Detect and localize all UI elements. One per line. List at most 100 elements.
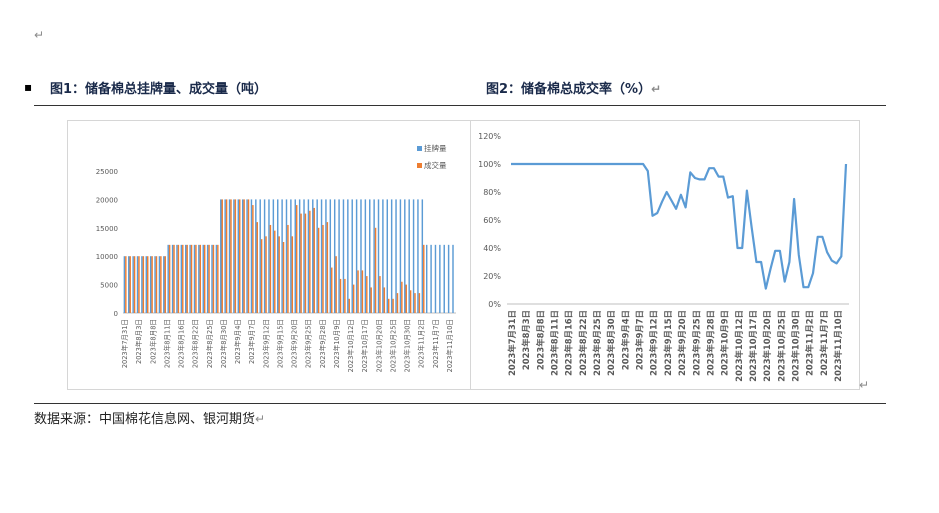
x-tick-label: 2023年11月10日 [445,319,454,372]
bar-listed [294,199,296,313]
bar-traded [147,256,149,313]
bar-traded [243,199,245,313]
x-tick-label: 2023年8月3日 [134,319,143,364]
bar-listed [333,199,336,313]
bar-listed [272,199,275,313]
bar-traded [287,224,289,313]
bar-traded [282,242,285,313]
bar-traded [186,244,188,313]
bar-listed [158,256,161,313]
legend-label-listed: 挂牌量 [424,143,447,153]
bar-listed [447,244,450,313]
bar-listed [149,256,152,313]
bar-listed [180,244,183,313]
bar-listed [382,199,384,313]
x-tick-label: 2023年10月20日 [762,310,772,382]
bar-listed [171,244,174,313]
bar-listed [386,199,388,313]
bar-traded [309,210,311,313]
bar-traded [225,199,228,313]
return-mark-chart: ↵ [859,378,870,392]
bar-listed [132,256,134,313]
x-tick-label: 2023年8月16日 [564,310,574,376]
bar-traded [234,199,237,313]
x-tick-label: 2023年9月25日 [304,319,313,368]
bar-traded [199,244,202,313]
bar-listed [189,244,191,313]
bar-listed [215,244,218,313]
bar-traded [278,236,280,313]
bar-traded [374,227,377,313]
bar-traded [256,222,258,313]
legend-swatch-listed [417,146,422,151]
bar-listed [268,199,270,313]
bar-traded [383,287,386,313]
bar-listed [399,199,402,313]
x-tick-label: 2023年10月30日 [403,319,412,372]
x-tick-label: 2023年11月2日 [417,319,426,368]
bar-traded [331,267,333,313]
bar-listed [390,199,393,313]
x-tick-label: 2023年9月28日 [318,319,327,368]
bar-traded [125,256,127,313]
bar-listed [395,199,397,313]
bar-listed [439,244,441,313]
bar-traded [217,244,219,313]
bottom-rule [34,403,886,404]
bar-traded [269,224,272,313]
figure1-title: 图1：储备棉总挂牌量、成交量（吨） [50,82,268,97]
bar-listed [364,199,367,313]
bar-traded [317,227,320,313]
bar-listed [290,199,292,313]
bar-traded [239,199,241,313]
bar-traded [418,293,421,313]
bar-traded [409,290,412,313]
bar-traded [129,256,131,313]
x-tick-label: 2023年10月12日 [734,310,744,382]
return-mark-source: ↵ [255,412,266,426]
source-text: 数据来源：中国棉花信息网、银河期货 [34,412,256,427]
bar-traded [168,244,171,313]
bar-traded [326,222,329,313]
bar-listed [241,199,244,313]
bar-listed [136,256,139,313]
bar-listed [154,256,156,313]
bar-traded [379,276,381,313]
x-tick-label: 2023年8月25日 [205,319,214,368]
bar-listed [176,244,178,313]
bar-traded [357,270,359,313]
x-tick-label: 2023年10月30日 [790,310,800,382]
bar-listed [320,199,323,313]
x-tick-label: 2023年9月7日 [635,310,645,370]
bar-traded [221,199,223,313]
top-rule [34,105,886,106]
bar-traded [401,281,403,313]
return-mark: ↵ [651,82,662,96]
bar-listed [408,199,410,313]
x-tick-label: 2023年9月28日 [705,310,715,376]
bar-listed [307,199,310,313]
bar-listed [347,199,349,313]
bar-traded [313,207,315,313]
bar-listed [250,199,253,313]
y-tick-label: 10000 [96,253,118,261]
bar-listed [220,199,222,313]
bar-listed [163,256,165,313]
bar-listed [369,199,371,313]
x-tick-label: 2023年9月12日 [649,310,659,376]
bar-traded [352,284,355,313]
y-tick-label: 0 [114,310,118,318]
legend-swatch-traded [417,163,422,168]
bar-traded [212,244,215,313]
bullet: ▪ [24,80,33,94]
bar-traded [142,256,145,313]
bar-traded [133,256,136,313]
bar-traded [182,244,184,313]
bar-traded [155,256,158,313]
bar-listed [373,199,375,313]
y-tick-label: 0% [488,300,501,309]
x-tick-label: 2023年11月7日 [819,310,829,376]
x-tick-label: 2023年9月4日 [620,310,630,370]
bar-traded [392,298,394,313]
bar-traded [300,213,302,313]
